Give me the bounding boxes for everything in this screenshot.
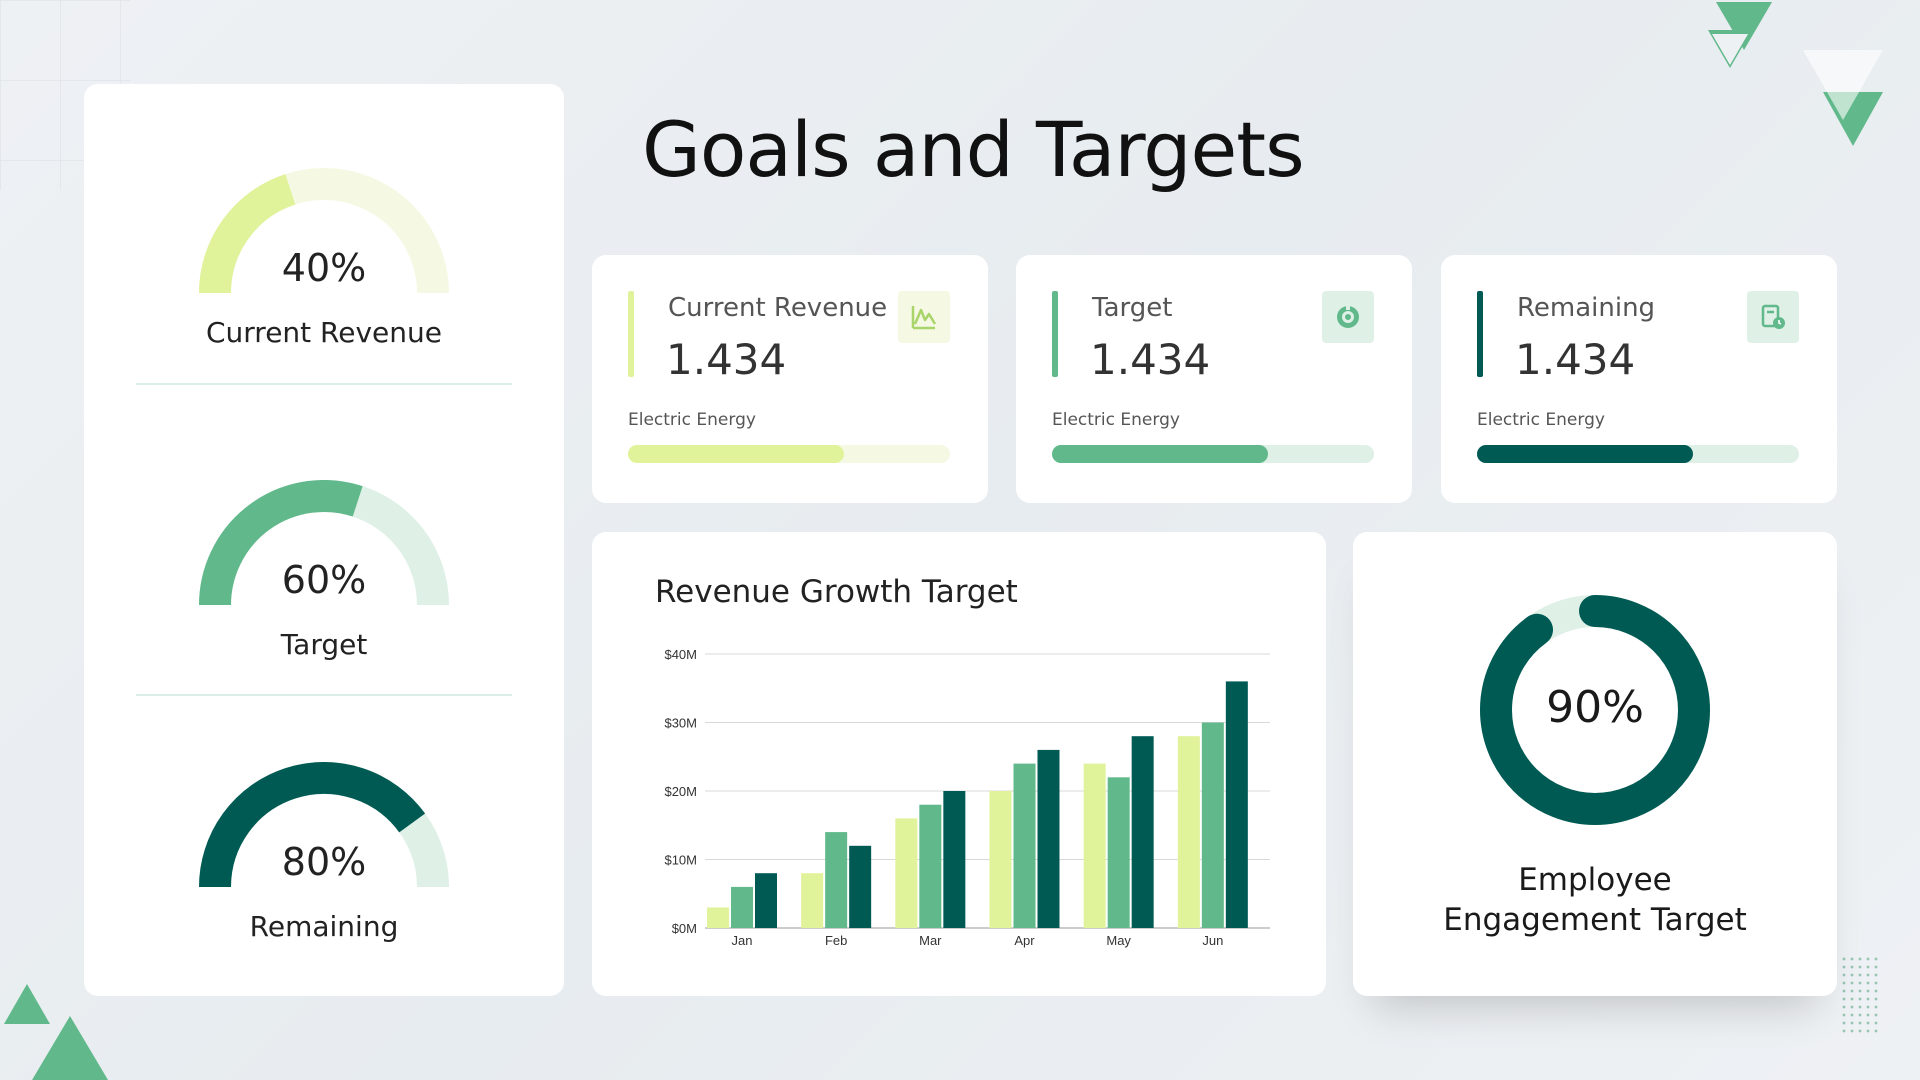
bar-current-revenue	[1083, 763, 1106, 928]
accent-bar	[1477, 291, 1483, 377]
gauge-arc	[199, 480, 449, 606]
progress-track	[1477, 445, 1799, 463]
divider	[136, 383, 512, 385]
gauge-label: Target	[280, 628, 368, 661]
employee-engagement-card: 90% Employee Engagement Target	[1353, 532, 1837, 996]
stat-label: Current Revenue	[668, 293, 888, 323]
triangle-decoration	[32, 1016, 108, 1080]
donut-percent: 90%	[1546, 682, 1644, 733]
bar-current-revenue	[707, 907, 729, 928]
gauge-label: Current Revenue	[205, 316, 442, 349]
gauge-label: Remaining	[249, 910, 399, 943]
page-title: Goals and Targets	[642, 105, 1305, 194]
target-icon	[1322, 291, 1374, 343]
chart-title: Revenue Growth Target	[655, 574, 1018, 610]
donut-fill	[1480, 595, 1710, 825]
gauge-percent: 60%	[281, 558, 367, 602]
gauge-fill	[199, 762, 426, 888]
bar-target	[1201, 722, 1224, 928]
accent-bar	[1052, 291, 1058, 377]
bar-remaining	[943, 791, 966, 928]
bar-current-revenue	[1177, 736, 1200, 928]
progress-fill	[1052, 445, 1268, 463]
chart-line-icon	[898, 291, 950, 343]
stat-subtitle: Electric Energy	[628, 410, 756, 430]
gauge-arc	[199, 762, 449, 888]
stat-value: 1.434	[666, 335, 787, 384]
stat-card-target: Target 1.434 Electric Energy	[1016, 255, 1412, 503]
x-tick-label: Jan	[732, 933, 753, 948]
bar-remaining	[849, 845, 872, 928]
stat-card-current-revenue: Current Revenue 1.434 Electric Energy	[592, 255, 988, 503]
gauge-fill	[199, 480, 363, 606]
donut-chart	[1480, 595, 1710, 825]
bar-target	[1107, 777, 1130, 928]
stat-value: 1.434	[1090, 335, 1211, 384]
stat-subtitle: Electric Energy	[1477, 410, 1605, 430]
triangle-faded-decoration	[1803, 50, 1883, 120]
progress-track	[1052, 445, 1374, 463]
gauge-arc	[199, 168, 449, 294]
donut-label-line1: Employee	[1518, 862, 1672, 898]
bar-current-revenue	[895, 818, 918, 928]
y-tick-label: $0M	[672, 921, 697, 936]
bar-remaining	[1037, 749, 1060, 928]
progress-track	[628, 445, 950, 463]
stat-subtitle: Electric Energy	[1052, 410, 1180, 430]
calendar-clock-icon	[1747, 291, 1799, 343]
stat-card-remaining: Remaining 1.434 Electric Energy	[1441, 255, 1837, 503]
gauges-card: 40% Current Revenue 60% Target 80% Remai…	[84, 84, 564, 996]
accent-bar	[628, 291, 634, 377]
bar-remaining	[755, 873, 777, 928]
triangle-outline-inner-decoration	[1712, 34, 1748, 65]
donut-label: Employee Engagement Target	[1353, 860, 1837, 940]
gauge-fill	[199, 174, 296, 294]
progress-fill	[628, 445, 844, 463]
divider	[136, 694, 512, 696]
x-tick-label: Mar	[919, 933, 942, 948]
x-tick-label: Feb	[825, 933, 847, 948]
progress-fill	[1477, 445, 1693, 463]
y-tick-label: $10M	[664, 853, 697, 868]
y-tick-label: $40M	[664, 647, 697, 662]
y-tick-label: $20M	[664, 784, 697, 799]
bar-target	[825, 832, 848, 928]
bar-remaining	[1225, 681, 1248, 928]
stat-value: 1.434	[1515, 335, 1636, 384]
bar-target	[1013, 763, 1036, 928]
stat-label: Target	[1092, 293, 1173, 323]
gauge-percent: 80%	[281, 840, 367, 884]
bar-target	[731, 886, 753, 928]
x-tick-label: May	[1106, 933, 1131, 948]
donut-label-line2: Engagement Target	[1443, 902, 1747, 938]
bar-current-revenue	[801, 873, 824, 928]
bar-chart: $0M $10M $20M $30M $40M Jan Feb Mar Apr May Jun	[664, 647, 1270, 948]
x-tick-label: Apr	[1014, 933, 1035, 948]
y-tick-label: $30M	[664, 716, 697, 731]
bar-current-revenue	[989, 791, 1012, 928]
x-tick-label: Jun	[1202, 933, 1223, 948]
bar-target	[919, 804, 942, 928]
bar-remaining	[1131, 736, 1154, 928]
stat-label: Remaining	[1517, 293, 1656, 323]
gauge-percent: 40%	[281, 246, 367, 290]
dot-pattern-decoration	[1840, 955, 1880, 1035]
revenue-chart-card: Revenue Growth Target $0M $10M $20M $30M $40…	[592, 532, 1326, 996]
